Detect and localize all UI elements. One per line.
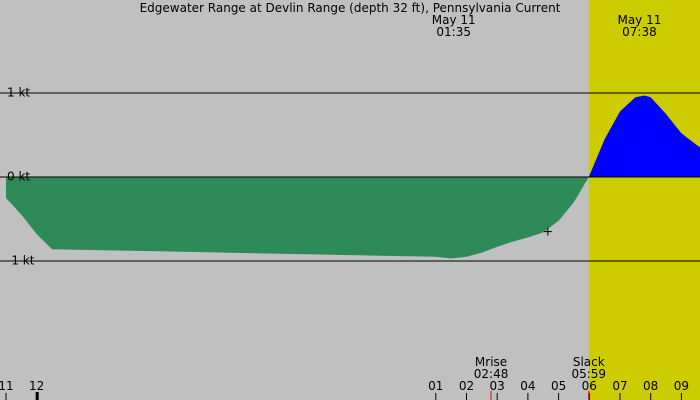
top-time-label: 01:35 <box>436 25 471 39</box>
x-tick-label: 04 <box>520 379 535 393</box>
x-tick-label: 05 <box>551 379 566 393</box>
x-tick-label: 02 <box>459 379 474 393</box>
daylight-band <box>588 0 700 400</box>
current-area-layer <box>6 95 700 259</box>
midnight-marker <box>35 392 39 400</box>
event-name-label: Mrise <box>475 355 507 369</box>
marker-layer <box>5 227 682 400</box>
x-tick-label: 11 <box>0 379 14 393</box>
x-tick-label: 08 <box>643 379 658 393</box>
x-tick-label: 09 <box>674 379 689 393</box>
event-time-label: 02:48 <box>474 367 509 381</box>
top-date-label: May 11 <box>432 13 476 27</box>
event-name-label: Slack <box>573 355 605 369</box>
top-time-label: 07:38 <box>622 25 657 39</box>
ebb-current-area <box>6 177 589 259</box>
y-tick-label: 0 kt <box>7 170 30 184</box>
x-tick-label: 01 <box>428 379 443 393</box>
gridline-layer <box>0 92 700 262</box>
event-time-label: 05:59 <box>571 367 606 381</box>
y-tick-label: -1 kt <box>7 254 35 268</box>
x-tick-label: 06 <box>582 379 597 393</box>
x-tick-label: 12 <box>29 379 44 393</box>
flood-current-area <box>588 95 700 177</box>
y-tick-label: 1 kt <box>7 86 30 100</box>
chart-title: Edgewater Range at Devlin Range (depth 3… <box>140 1 561 15</box>
top-date-label: May 11 <box>617 13 661 27</box>
x-tick-label: 03 <box>490 379 505 393</box>
x-tick-label: 07 <box>612 379 627 393</box>
